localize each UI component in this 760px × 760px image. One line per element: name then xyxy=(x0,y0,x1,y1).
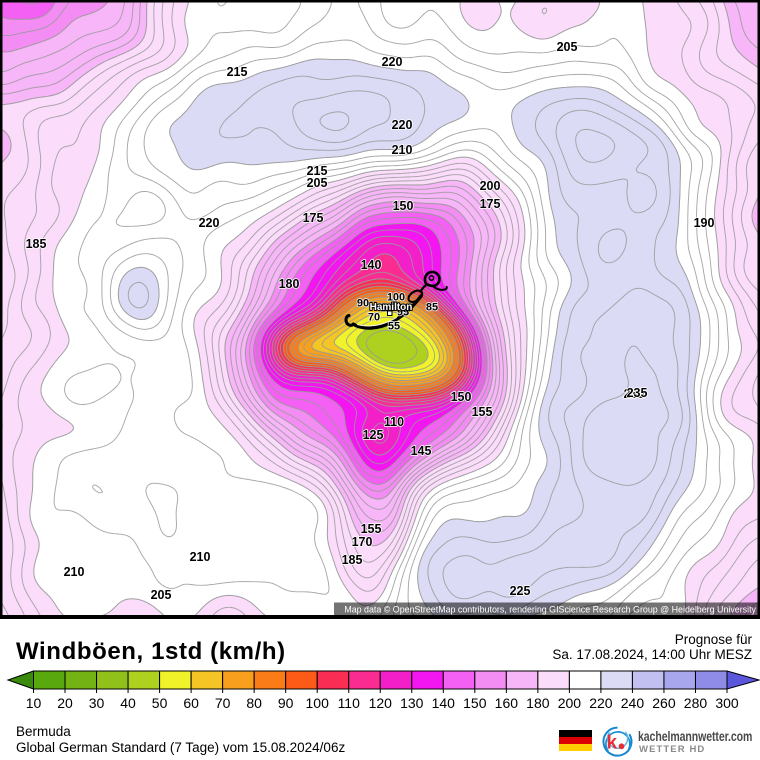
svg-text:60: 60 xyxy=(183,695,199,711)
svg-text:180: 180 xyxy=(279,277,300,291)
svg-text:70: 70 xyxy=(215,695,231,711)
svg-text:205: 205 xyxy=(307,176,328,190)
svg-text:220: 220 xyxy=(199,216,220,230)
svg-text:120: 120 xyxy=(369,695,393,711)
svg-text:90: 90 xyxy=(357,298,369,310)
svg-text:90: 90 xyxy=(278,695,294,711)
svg-text:280: 280 xyxy=(684,695,708,711)
svg-text:180: 180 xyxy=(526,695,550,711)
svg-text:225: 225 xyxy=(510,584,531,598)
svg-text:220: 220 xyxy=(589,695,613,711)
svg-text:240: 240 xyxy=(621,695,645,711)
svg-text:155: 155 xyxy=(361,522,382,536)
svg-text:205: 205 xyxy=(557,40,578,54)
svg-text:40: 40 xyxy=(120,695,136,711)
svg-text:200: 200 xyxy=(558,695,582,711)
svg-text:150: 150 xyxy=(451,390,472,404)
svg-text:210: 210 xyxy=(392,143,413,157)
svg-text:80: 80 xyxy=(246,695,262,711)
svg-text:185: 185 xyxy=(342,553,363,567)
svg-text:230: 230 xyxy=(624,387,645,401)
svg-text:20: 20 xyxy=(57,695,73,711)
svg-text:175: 175 xyxy=(303,211,324,225)
svg-text:175: 175 xyxy=(480,197,501,211)
svg-text:200: 200 xyxy=(480,179,501,193)
svg-text:155: 155 xyxy=(472,405,493,419)
svg-text:140: 140 xyxy=(432,695,456,711)
svg-text:145: 145 xyxy=(411,444,432,458)
svg-text:85: 85 xyxy=(426,302,438,314)
svg-text:140: 140 xyxy=(361,258,382,272)
svg-text:30: 30 xyxy=(89,695,105,711)
svg-text:95: 95 xyxy=(397,307,409,319)
svg-text:110: 110 xyxy=(384,415,404,429)
svg-text:110: 110 xyxy=(338,695,361,711)
svg-text:235: 235 xyxy=(627,386,648,400)
svg-text:150: 150 xyxy=(463,695,487,711)
svg-text:205: 205 xyxy=(151,588,172,602)
svg-text:210: 210 xyxy=(190,550,211,564)
svg-text:50: 50 xyxy=(152,695,168,711)
svg-text:Hamilton: Hamilton xyxy=(370,302,413,313)
svg-text:260: 260 xyxy=(652,695,676,711)
svg-text:k: k xyxy=(607,733,618,754)
svg-text:185: 185 xyxy=(26,237,47,251)
svg-text:160: 160 xyxy=(495,695,519,711)
svg-text:220: 220 xyxy=(382,55,403,69)
svg-text:150: 150 xyxy=(393,199,414,213)
svg-text:100: 100 xyxy=(306,695,330,711)
svg-text:215: 215 xyxy=(227,65,248,79)
svg-text:70: 70 xyxy=(368,312,380,324)
svg-text:125: 125 xyxy=(363,428,384,442)
svg-text:220: 220 xyxy=(392,118,413,132)
svg-text:Map data © OpenStreetMap contr: Map data © OpenStreetMap contributors, r… xyxy=(344,604,756,614)
svg-text:130: 130 xyxy=(400,695,424,711)
svg-text:190: 190 xyxy=(694,216,715,230)
svg-text:210: 210 xyxy=(64,565,85,579)
svg-text:100: 100 xyxy=(387,292,405,304)
svg-text:55: 55 xyxy=(388,321,400,333)
svg-text:215: 215 xyxy=(307,164,328,178)
svg-text:10: 10 xyxy=(26,695,42,711)
svg-text:300: 300 xyxy=(715,695,739,711)
svg-text:170: 170 xyxy=(352,535,373,549)
